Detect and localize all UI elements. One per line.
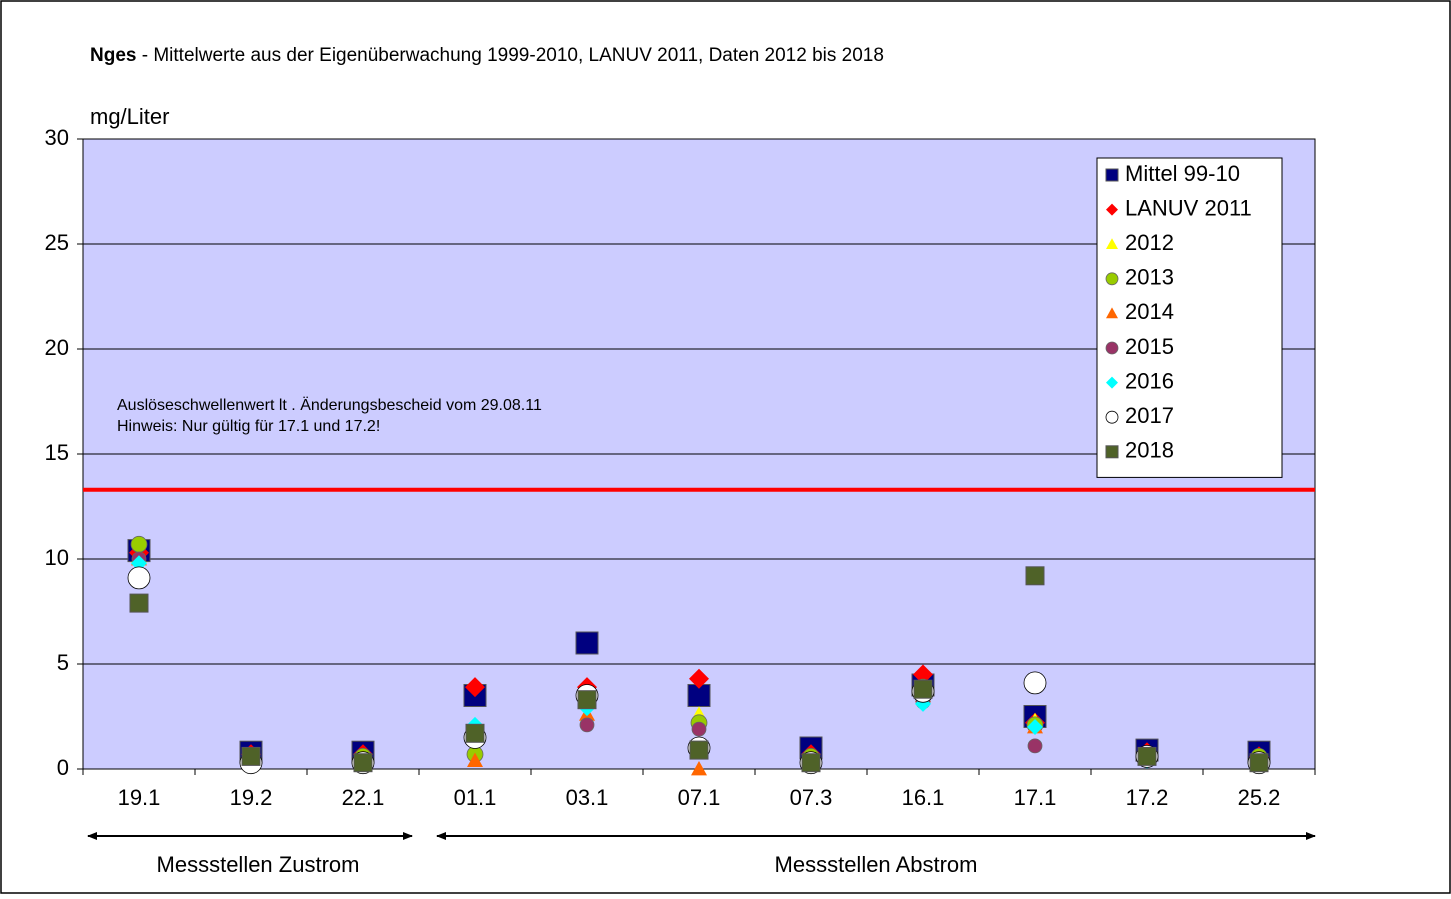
marker-triangle (1106, 307, 1118, 319)
x-tick-label: 25.2 (1238, 785, 1281, 810)
legend-label: 2017 (1125, 403, 1174, 428)
marker-square (465, 723, 485, 743)
marker-square (1105, 168, 1119, 182)
marker-diamond (913, 664, 933, 685)
y-tick-label: 0 (57, 755, 69, 780)
x-tick-label: 22.1 (342, 785, 385, 810)
y-axis-label: mg/Liter (90, 104, 169, 129)
marker-square (1025, 566, 1045, 586)
marker-square (1105, 445, 1119, 459)
x-tick-label: 16.1 (902, 785, 945, 810)
title-bold: Nges (90, 45, 136, 66)
group-label: Messstellen Zustrom (157, 852, 360, 877)
marker-square (1249, 753, 1269, 773)
x-tick-label: 03.1 (566, 785, 609, 810)
x-tick-label: 07.1 (678, 785, 721, 810)
marker-circle (1023, 671, 1047, 695)
marker-triangle (691, 761, 707, 776)
marker-circle (127, 566, 151, 590)
y-tick-label: 20 (45, 335, 69, 360)
group-label: Messstellen Abstrom (775, 852, 978, 877)
marker-circle (579, 717, 595, 733)
marker-diamond (465, 677, 485, 698)
y-tick-label: 5 (57, 650, 69, 675)
legend-box (1096, 157, 1283, 478)
marker-square (353, 753, 373, 773)
marker-square (129, 593, 149, 613)
legend-label: Mittel 99-10 (1125, 161, 1240, 186)
x-tick-label: 01.1 (454, 785, 497, 810)
marker-square (689, 740, 709, 760)
title-rest: - Mittelwerte aus der Eigenüberwachung 1… (136, 45, 883, 66)
x-tick-label: 07.3 (790, 785, 833, 810)
legend-label: LANUV 2011 (1125, 195, 1252, 220)
marker-triangle (1106, 238, 1118, 249)
legend-label: 2013 (1125, 265, 1174, 290)
legend-label: 2015 (1125, 334, 1174, 359)
x-tick-label: 19.1 (118, 785, 161, 810)
marker-circle (1027, 738, 1043, 754)
marker-circle (1105, 272, 1119, 286)
legend-label: 2014 (1125, 299, 1174, 324)
marker-square (575, 631, 599, 655)
marker-diamond (1106, 376, 1118, 389)
chart-title: Nges - Mittelwerte aus der Eigenüberwach… (90, 45, 884, 66)
marker-diamond (689, 668, 709, 689)
y-tick-label: 30 (45, 125, 69, 150)
marker-diamond (131, 555, 147, 572)
y-tick-label: 10 (45, 545, 69, 570)
marker-diamond (1027, 719, 1043, 735)
x-tick-label: 17.2 (1126, 785, 1169, 810)
marker-square (577, 690, 597, 710)
legend-label: 2016 (1125, 368, 1174, 393)
marker-diamond (1106, 203, 1118, 216)
x-tick-label: 19.2 (230, 785, 273, 810)
marker-circle (1105, 410, 1119, 424)
marker-triangle (467, 752, 483, 767)
marker-square (913, 679, 933, 699)
y-tick-label: 25 (45, 230, 69, 255)
legend-label: 2018 (1125, 438, 1174, 463)
marker-square (1137, 746, 1157, 766)
legend: Mittel 99-10 LANUV 2011 2012 2013 2014 2015 20… (1096, 157, 1283, 478)
annotation: Hinweis: Nur gültig für 17.1 und 17.2! (117, 418, 380, 435)
marker-circle (691, 721, 707, 737)
y-tick-label: 15 (45, 440, 69, 465)
marker-square (241, 746, 261, 766)
annotation: Auslöseschwellenwert lt . Änderungsbesch… (117, 396, 542, 414)
legend-label: 2012 (1125, 230, 1174, 255)
marker-circle (1105, 341, 1119, 355)
x-tick-label: 17.1 (1014, 785, 1057, 810)
marker-circle (130, 535, 148, 553)
marker-square (801, 753, 821, 773)
